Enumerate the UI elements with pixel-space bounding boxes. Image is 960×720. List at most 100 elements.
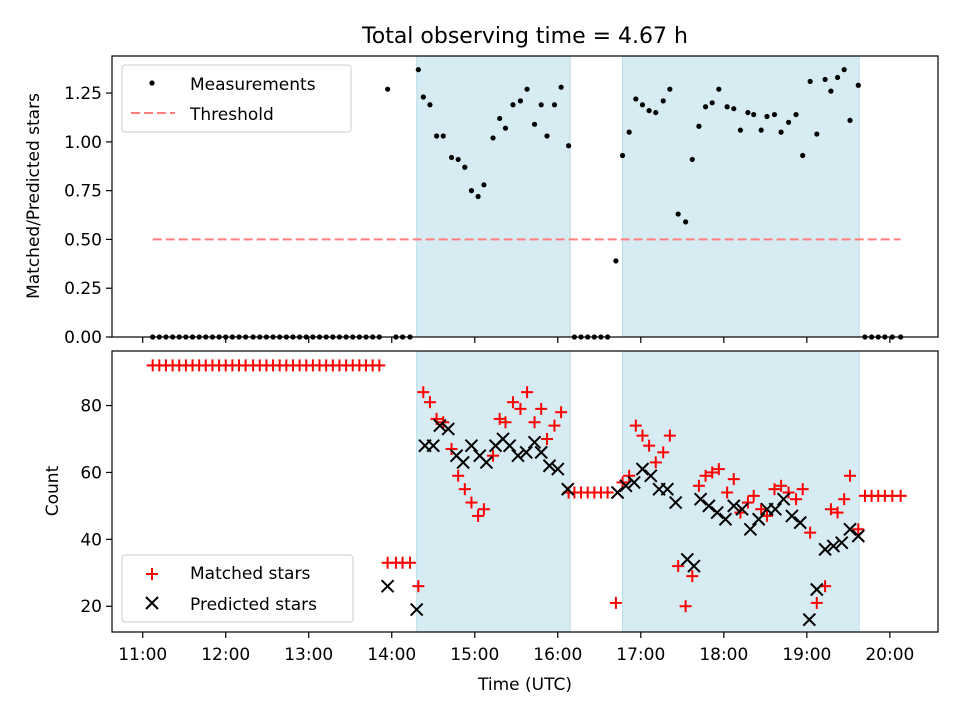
measurement-point xyxy=(633,96,639,102)
count-xtick-label: 11:00 xyxy=(118,645,167,665)
matched-star-point xyxy=(824,503,837,516)
matched-star-point xyxy=(629,419,642,432)
predicted-star-point xyxy=(464,438,479,453)
matched-star-point xyxy=(514,402,527,415)
measurement-point xyxy=(468,188,475,194)
measurement-point xyxy=(822,76,828,83)
predicted-star-point xyxy=(635,462,650,476)
measurement-point xyxy=(807,78,813,84)
predicted-star-point xyxy=(818,542,832,557)
ratio-y-axis-label: Matched/Predicted stars xyxy=(24,93,44,299)
matched-star-point xyxy=(452,469,465,482)
count-xtick-label: 12:00 xyxy=(201,645,250,665)
predicted-star-point xyxy=(702,499,716,513)
count-panel: 20 40 60 80 11:00 12:00 13:00 14:00 15:00 16:00 1… xyxy=(43,350,939,695)
measurement-point xyxy=(667,86,673,92)
measurement-point xyxy=(475,193,481,200)
ratio-observing-window-1 xyxy=(416,55,571,338)
matched-star-point xyxy=(796,483,809,496)
ratio-ytick-label: 1.25 xyxy=(64,84,102,104)
measurement-point xyxy=(448,154,455,161)
ratio-legend: Measurements Threshold xyxy=(121,64,352,133)
measurement-point xyxy=(758,127,764,133)
matched-star-point xyxy=(528,416,541,429)
ratio-ytick-label: 0.75 xyxy=(64,182,102,202)
matched-star-point xyxy=(663,429,676,442)
legend-predicted-label: Predicted stars xyxy=(190,595,317,615)
measurement-point xyxy=(613,258,619,264)
measurement-point xyxy=(847,117,853,123)
predicted-star-point xyxy=(843,522,857,537)
predicted-star-point xyxy=(776,492,791,506)
matched-star-point xyxy=(465,496,478,509)
predicted-star-point xyxy=(743,522,758,537)
predicted-star-point xyxy=(542,459,557,473)
count-xtick-label: 18:00 xyxy=(699,645,748,665)
measurement-point xyxy=(696,123,702,129)
measurement-point xyxy=(737,127,744,133)
x-axis-label: Time (UTC) xyxy=(477,675,572,695)
predicted-star-point xyxy=(527,435,542,450)
measurement-point xyxy=(660,98,666,104)
predicted-star-point xyxy=(644,469,658,483)
matched-star-point xyxy=(555,406,568,419)
measurement-point xyxy=(709,100,715,106)
predicted-star-point xyxy=(441,422,455,436)
matched-star-point xyxy=(643,439,656,452)
matched-star-point xyxy=(487,449,500,462)
ratio-ytick-label: 0.25 xyxy=(64,279,102,299)
matched-star-point xyxy=(445,443,458,456)
ratio-observing-window-2 xyxy=(622,55,860,338)
measurement-point xyxy=(800,152,806,159)
ratio-panel: 0.00 0.25 0.50 0.75 1.00 1.25 Matched/Predict… xyxy=(24,55,939,348)
measurement-point xyxy=(855,82,861,88)
measurement-point xyxy=(433,133,440,139)
predicted-star-point xyxy=(561,482,575,496)
measurement-point xyxy=(385,86,391,92)
ratio-ytick-label: 0.00 xyxy=(64,328,102,348)
matched-star-point xyxy=(679,600,692,613)
measurement-point xyxy=(455,156,461,163)
predicted-star-point xyxy=(751,512,766,526)
matched-star-point xyxy=(657,446,670,459)
measurement-point xyxy=(510,102,516,108)
count-xtick-label: 20:00 xyxy=(865,645,914,665)
measurement-point xyxy=(778,129,784,135)
measurement-point xyxy=(497,115,503,122)
measurement-point xyxy=(814,131,820,137)
measurement-point xyxy=(531,121,538,127)
matched-star-point xyxy=(686,570,699,583)
matched-star-point xyxy=(412,580,425,593)
matched-star-point xyxy=(768,483,781,496)
matched-star-point xyxy=(373,359,386,372)
count-ytick-label: 60 xyxy=(80,463,102,483)
matched-star-point xyxy=(458,483,471,496)
predicted-star-point xyxy=(534,445,548,460)
measurement-point xyxy=(427,102,433,108)
predicted-star-point xyxy=(718,512,733,526)
predicted-star-point xyxy=(826,539,841,553)
predicted-star-point xyxy=(727,499,741,513)
predicted-star-point xyxy=(479,455,494,470)
predicted-star-point xyxy=(735,502,749,516)
ratio-ytick-label: 0.50 xyxy=(64,230,102,250)
count-xtick-label: 14:00 xyxy=(367,645,416,665)
measurement-point xyxy=(716,86,722,92)
ratio-panel-frame xyxy=(111,55,939,338)
matched-star-point xyxy=(727,473,740,486)
measurement-point xyxy=(771,111,778,118)
predicted-star-point xyxy=(409,602,424,617)
matched-star-point xyxy=(894,489,907,502)
measurement-point xyxy=(731,106,737,112)
predicted-star-point xyxy=(802,612,817,627)
chart-title: Total observing time = 4.67 h xyxy=(361,24,688,49)
matched-star-point xyxy=(535,402,548,415)
measurement-point xyxy=(517,98,524,104)
matched-star-point xyxy=(540,432,553,445)
legend-threshold-label: Threshold xyxy=(189,105,274,125)
predicted-star-point xyxy=(810,582,824,597)
measurement-point xyxy=(834,74,841,81)
predicted-star-point xyxy=(793,515,807,530)
matched-star-point xyxy=(472,509,485,522)
measurement-point xyxy=(683,219,689,225)
